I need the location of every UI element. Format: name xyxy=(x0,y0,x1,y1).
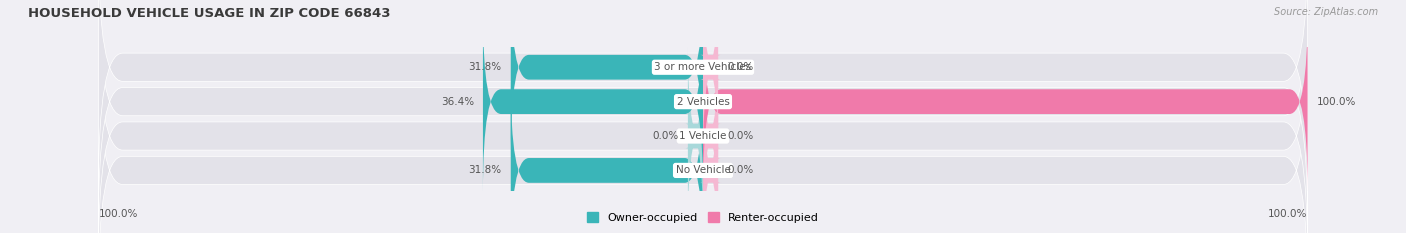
Legend: Owner-occupied, Renter-occupied: Owner-occupied, Renter-occupied xyxy=(586,212,820,223)
FancyBboxPatch shape xyxy=(700,45,721,227)
FancyBboxPatch shape xyxy=(98,0,1308,225)
Text: 2 Vehicles: 2 Vehicles xyxy=(676,97,730,107)
Text: 31.8%: 31.8% xyxy=(468,165,502,175)
FancyBboxPatch shape xyxy=(700,80,721,233)
Text: 100.0%: 100.0% xyxy=(1268,209,1308,219)
FancyBboxPatch shape xyxy=(685,45,706,227)
FancyBboxPatch shape xyxy=(700,0,721,158)
Text: HOUSEHOLD VEHICLE USAGE IN ZIP CODE 66843: HOUSEHOLD VEHICLE USAGE IN ZIP CODE 6684… xyxy=(28,7,391,20)
Text: 0.0%: 0.0% xyxy=(727,131,754,141)
Text: Source: ZipAtlas.com: Source: ZipAtlas.com xyxy=(1274,7,1378,17)
Text: No Vehicle: No Vehicle xyxy=(675,165,731,175)
Text: 0.0%: 0.0% xyxy=(727,165,754,175)
Text: 0.0%: 0.0% xyxy=(727,62,754,72)
FancyBboxPatch shape xyxy=(98,13,1308,233)
FancyBboxPatch shape xyxy=(510,0,703,158)
Text: 0.0%: 0.0% xyxy=(652,131,679,141)
Text: 1 Vehicle: 1 Vehicle xyxy=(679,131,727,141)
Text: 100.0%: 100.0% xyxy=(98,209,138,219)
Text: 31.8%: 31.8% xyxy=(468,62,502,72)
Text: 36.4%: 36.4% xyxy=(440,97,474,107)
FancyBboxPatch shape xyxy=(703,11,1308,192)
FancyBboxPatch shape xyxy=(98,47,1308,233)
Text: 3 or more Vehicles: 3 or more Vehicles xyxy=(654,62,752,72)
FancyBboxPatch shape xyxy=(482,11,703,192)
FancyBboxPatch shape xyxy=(98,0,1308,191)
FancyBboxPatch shape xyxy=(510,80,703,233)
Text: 100.0%: 100.0% xyxy=(1316,97,1355,107)
